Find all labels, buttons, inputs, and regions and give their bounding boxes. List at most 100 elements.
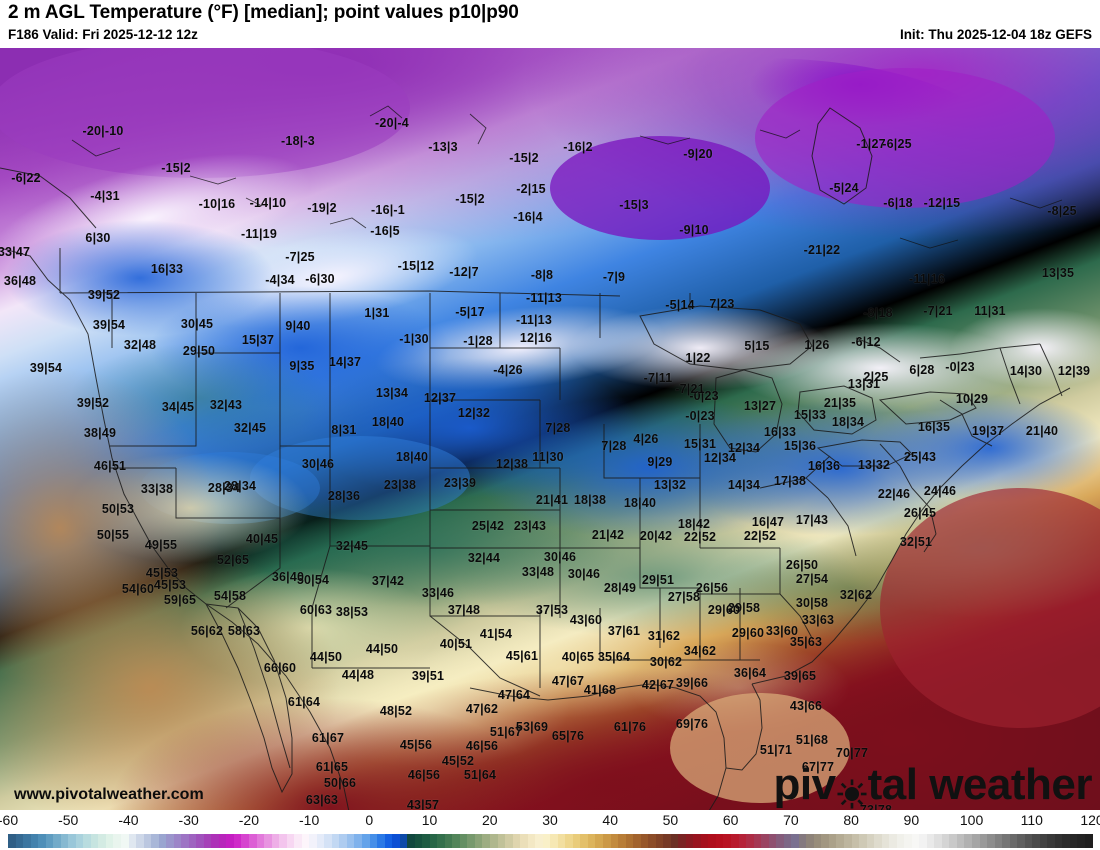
point-value-label: 33|47 <box>0 245 31 259</box>
point-value-label: 45|56 <box>399 738 433 752</box>
point-value-label: 28|34 <box>223 479 257 493</box>
colorbar-swatch <box>1009 834 1018 848</box>
point-value-label: 13|35 <box>1041 266 1075 280</box>
point-value-label: -15|2 <box>455 192 485 206</box>
point-value-label: 42|67 <box>641 678 675 692</box>
point-value-label: 59|65 <box>163 593 197 607</box>
point-value-label: 39|51 <box>411 669 445 683</box>
colorbar-swatch <box>1062 834 1070 848</box>
point-value-label: 45|53 <box>153 578 187 592</box>
colorbar-tick: 80 <box>843 812 859 828</box>
colorbar-swatch <box>753 834 762 848</box>
point-value-label: 53|69 <box>515 720 549 734</box>
point-value-label: 12|37 <box>423 391 457 405</box>
colorbar-tick-labels: -60 -50 -40 -30 -20 -10 0 10 20 30 40 50 60 70 80 90 100… <box>0 810 1100 832</box>
point-value-label: -4|34 <box>265 273 295 287</box>
colorbar-swatch <box>580 834 588 848</box>
colorbar-swatch <box>979 834 988 848</box>
colorbar-tick: 70 <box>783 812 799 828</box>
point-value-label: 32|62 <box>839 588 873 602</box>
colorbar-swatch <box>15 834 24 848</box>
colorbar-swatch <box>1039 834 1048 848</box>
colorbar-swatch <box>422 834 430 848</box>
point-value-label: -18|-3 <box>281 134 315 148</box>
colorbar-swatch <box>331 834 340 848</box>
colorbar-swatch <box>211 834 219 848</box>
colorbar-swatch <box>557 834 566 848</box>
point-value-label: 12|39 <box>1057 364 1091 378</box>
point-value-label: 12|32 <box>457 406 491 420</box>
point-value-label: -11|19 <box>241 227 277 241</box>
point-value-label: -8|8 <box>530 268 554 282</box>
point-value-label: -7|21 <box>923 304 953 318</box>
colorbar-swatch <box>346 834 355 848</box>
point-value-label: 18|40 <box>395 450 429 464</box>
colorbar-swatch <box>602 834 611 848</box>
point-value-label: 47|62 <box>465 702 499 716</box>
point-value-label: 12|34 <box>703 451 737 465</box>
colorbar-swatch <box>911 834 920 848</box>
colorbar-swatch <box>23 834 31 848</box>
point-value-label: 29|60 <box>707 603 741 617</box>
colorbar-swatch <box>520 834 528 848</box>
point-value-label: 16|33 <box>763 425 797 439</box>
point-value-label: 51|68 <box>795 733 829 747</box>
point-value-label: -11|13 <box>526 291 562 305</box>
point-value-label: 9|29 <box>647 455 673 469</box>
colorbar-swatch <box>497 834 506 848</box>
point-value-label: 29|50 <box>182 344 216 358</box>
colorbar-swatch <box>768 834 777 848</box>
colorbar-swatch <box>685 834 694 848</box>
colorbar-gradient <box>8 834 1093 848</box>
colorbar-swatch <box>233 834 242 848</box>
colorbar-swatch <box>83 834 91 848</box>
colorbar-swatch <box>203 834 212 848</box>
point-value-label: 46|56 <box>407 768 441 782</box>
point-value-label: 34|62 <box>683 644 717 658</box>
point-value-label: -10|16 <box>198 197 236 211</box>
point-value-label: 34|45 <box>161 400 195 414</box>
point-value-label: 28|49 <box>603 581 637 595</box>
colorbar-swatch <box>1054 834 1063 848</box>
point-value-label: -19|2 <box>307 201 337 215</box>
temperature-map[interactable]: -20|-10 -6|22 -4|31 6|30 33|47 16|33 36|48 39|5… <box>0 48 1100 810</box>
colorbar-swatch <box>587 834 596 848</box>
point-value-label: 16|47 <box>751 515 785 529</box>
point-value-label: 35|64 <box>597 650 631 664</box>
point-value-label: -8|25 <box>1047 204 1077 218</box>
point-value-label: 50|55 <box>96 528 130 542</box>
colorbar-swatch <box>1047 834 1055 848</box>
political-boundaries <box>0 107 1071 810</box>
colorbar-swatch <box>158 834 167 848</box>
point-value-label: 33|46 <box>421 586 455 600</box>
colorbar-swatch <box>874 834 882 848</box>
point-value-label: -6|12 <box>851 335 881 349</box>
colorbar-swatch <box>505 834 513 848</box>
point-value-label: 22|46 <box>877 487 911 501</box>
point-value-label: 40|65 <box>561 650 595 664</box>
colorbar-swatch <box>377 834 385 848</box>
point-value-label: 40|45 <box>245 532 279 546</box>
point-value-label: -21|22 <box>803 243 841 257</box>
point-value-label: 36|64 <box>733 666 767 680</box>
point-value-label: -12|15 <box>923 196 961 210</box>
colorbar-swatch <box>151 834 159 848</box>
point-value-label: 23|43 <box>513 519 547 533</box>
point-value-label: 61|64 <box>287 695 321 709</box>
colorbar-swatch <box>75 834 84 848</box>
point-value-label: 67|77 <box>801 760 835 774</box>
point-value-label: 29|58 <box>727 601 761 615</box>
point-value-label: 73|78 <box>859 803 893 810</box>
point-value-label: 39|65 <box>783 669 817 683</box>
point-value-label: 15|36 <box>783 439 817 453</box>
point-value-label: 26|50 <box>785 558 819 572</box>
colorbar-swatch <box>648 834 656 848</box>
colorbar-swatch <box>761 834 769 848</box>
colorbar-tick: 40 <box>602 812 619 828</box>
colorbar-swatch <box>550 834 558 848</box>
point-value-label: -15|12 <box>397 259 435 273</box>
point-value-label: 16|36 <box>807 459 841 473</box>
point-value-label: 45|52 <box>441 754 475 768</box>
point-value-label: 69|76 <box>675 717 709 731</box>
point-value-label: 31|62 <box>647 629 681 643</box>
